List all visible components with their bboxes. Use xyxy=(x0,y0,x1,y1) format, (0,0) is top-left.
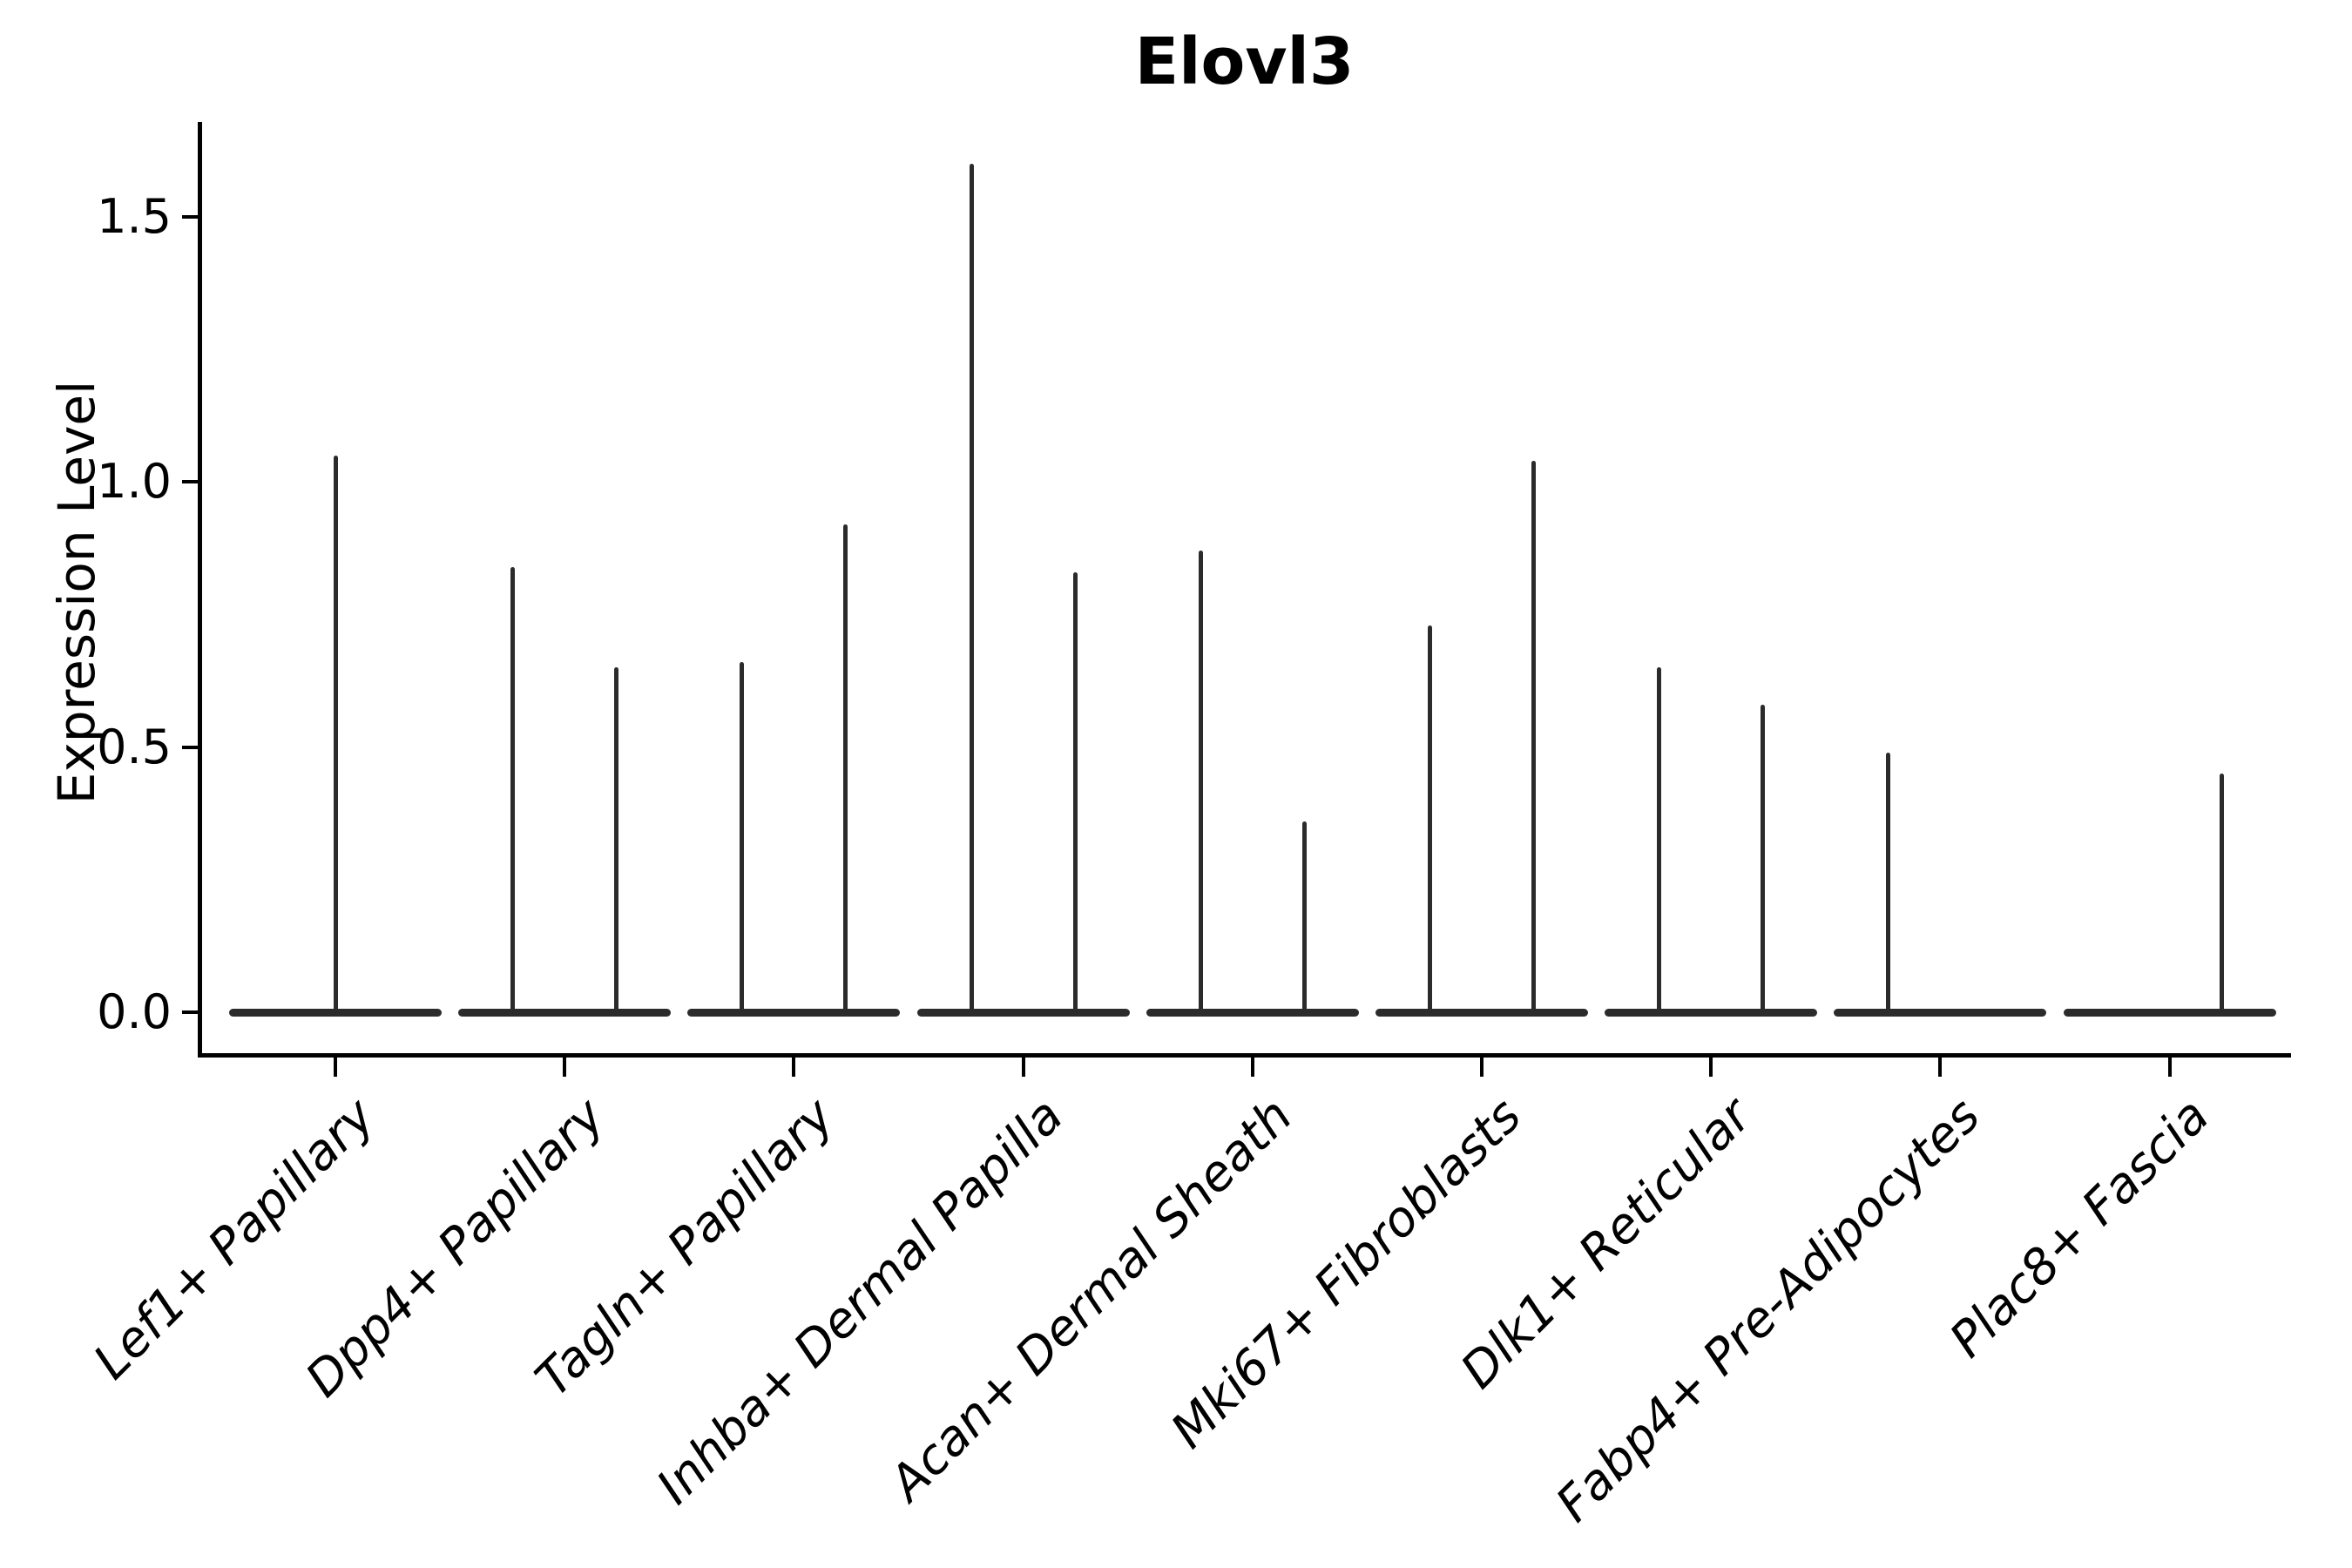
violin-spike xyxy=(1428,625,1432,1017)
y-tick-mark xyxy=(182,745,198,749)
y-axis-spine xyxy=(198,122,202,1058)
x-tick-mark xyxy=(334,1058,337,1077)
violin-spike xyxy=(1198,551,1203,1017)
x-tick-mark xyxy=(1021,1058,1025,1077)
y-tick-mark xyxy=(182,1010,198,1014)
violin-baseline xyxy=(1605,1008,1818,1017)
violin-baseline xyxy=(458,1008,672,1017)
violin-spike xyxy=(843,524,848,1017)
x-tick-mark xyxy=(792,1058,796,1077)
x-tick-mark xyxy=(1480,1058,1484,1077)
violin-baseline xyxy=(916,1008,1130,1017)
x-tick-label: Inhba+ Dermal Papilla xyxy=(645,1087,1075,1516)
y-tick-label: 1.0 xyxy=(97,454,172,510)
x-tick-mark xyxy=(2167,1058,2172,1077)
y-tick-mark xyxy=(182,480,198,484)
x-tick-mark xyxy=(1250,1058,1254,1077)
y-tick-label: 0.0 xyxy=(97,984,172,1039)
x-tick-mark xyxy=(1938,1058,1943,1077)
violin-baseline xyxy=(2063,1008,2276,1017)
violin-spike xyxy=(740,662,745,1017)
violin-baseline xyxy=(1146,1008,1359,1017)
violin-spike xyxy=(1886,752,1891,1017)
violin-spike xyxy=(1657,667,1662,1017)
violin-baseline xyxy=(687,1008,901,1017)
x-tick-label: Acan+ Dermal Sheath xyxy=(879,1087,1304,1512)
x-axis-spine xyxy=(198,1053,2291,1058)
x-tick-mark xyxy=(1709,1058,1713,1077)
x-tick-label: Fabp4+ Pre-Adipocytes xyxy=(1545,1087,1991,1533)
violin-spike xyxy=(1301,821,1307,1017)
y-tick-label: 0.5 xyxy=(97,719,172,774)
chart-title: Elovl3 xyxy=(1134,24,1355,99)
violin-spike xyxy=(510,566,516,1017)
violin-baseline xyxy=(1834,1008,2047,1017)
y-tick-mark xyxy=(182,214,198,219)
x-tick-mark xyxy=(563,1058,567,1077)
violin-spike xyxy=(1761,704,1766,1017)
violin-spike xyxy=(614,667,619,1017)
violin-spike xyxy=(333,455,338,1017)
violin-spike xyxy=(1531,460,1536,1017)
violin-spike xyxy=(2219,774,2224,1017)
violin-baseline xyxy=(1375,1008,1588,1017)
y-tick-label: 1.5 xyxy=(97,188,172,244)
y-axis-label: Expression Level xyxy=(47,380,106,805)
violin-spike xyxy=(1072,571,1078,1017)
violin-spike xyxy=(969,164,974,1017)
